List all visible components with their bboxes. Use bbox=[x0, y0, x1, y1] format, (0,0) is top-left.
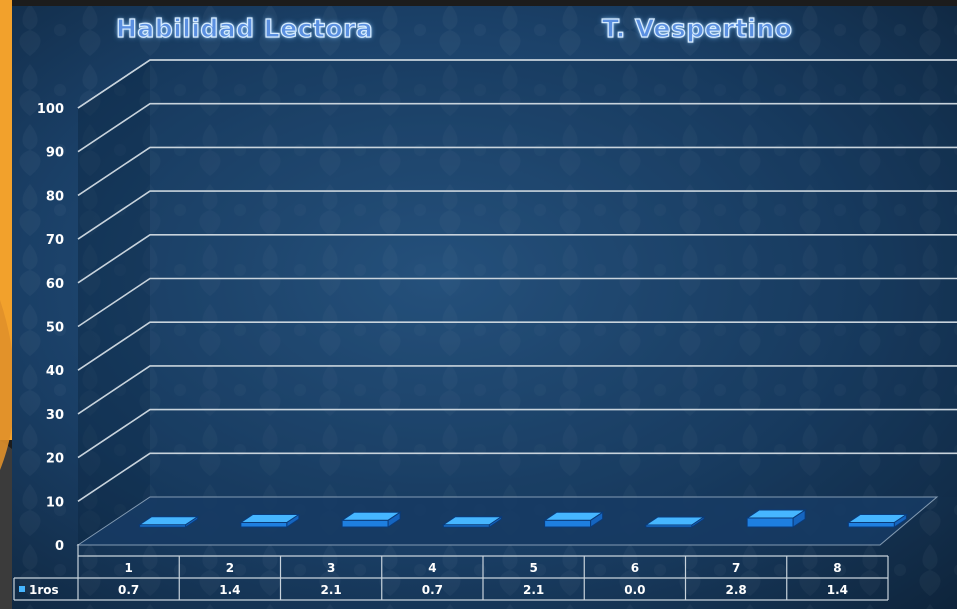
y-tick-label: 50 bbox=[46, 321, 64, 336]
gridline bbox=[77, 277, 957, 328]
bar bbox=[239, 513, 301, 528]
category-label: 6 bbox=[631, 561, 639, 575]
chart-title-right: T. Vespertino bbox=[601, 13, 793, 43]
category-label: 7 bbox=[732, 561, 740, 575]
chart-floor bbox=[76, 496, 939, 546]
bar bbox=[340, 511, 402, 528]
y-tick-label: 60 bbox=[46, 277, 64, 292]
y-tick-label: 20 bbox=[46, 452, 64, 467]
value-label: 2.1 bbox=[523, 583, 544, 597]
gridline bbox=[77, 190, 957, 240]
category-label: 2 bbox=[226, 561, 234, 575]
y-tick-label: 90 bbox=[46, 146, 64, 161]
y-tick-label: 30 bbox=[46, 408, 64, 423]
y-tick-label: 0 bbox=[55, 539, 64, 554]
category-label: 5 bbox=[529, 561, 537, 575]
category-label: 8 bbox=[833, 561, 841, 575]
y-tick-label: 70 bbox=[46, 233, 64, 248]
value-label: 1.4 bbox=[827, 583, 848, 597]
data-table: 1 2 3 4 5 6 7 8 1ros 0.7 1.4 2.1 0.7 2.1 0.0 2.8 1.4 bbox=[13, 544, 889, 601]
bar bbox=[644, 516, 706, 528]
legend-key bbox=[19, 586, 25, 592]
gridline bbox=[77, 59, 957, 109]
y-axis-ticks: 0 10 20 30 40 50 60 70 80 90 100 bbox=[37, 102, 64, 554]
gridline bbox=[77, 102, 957, 153]
category-label: 3 bbox=[327, 561, 335, 575]
bar bbox=[542, 511, 605, 528]
y-tick-label: 80 bbox=[46, 189, 64, 204]
bar bbox=[745, 509, 807, 528]
bar bbox=[137, 515, 200, 528]
chart-title-left: Habilidad Lectora bbox=[115, 13, 374, 43]
value-label: 0.7 bbox=[118, 583, 139, 597]
gridline bbox=[77, 146, 957, 197]
bar bbox=[441, 515, 504, 528]
gridline bbox=[77, 321, 957, 371]
y-tick-label: 100 bbox=[37, 102, 64, 117]
gridline bbox=[77, 234, 957, 284]
gridline bbox=[77, 408, 957, 459]
value-label: 0.7 bbox=[422, 583, 443, 597]
series-name: 1ros bbox=[29, 583, 59, 597]
category-label: 1 bbox=[124, 561, 132, 575]
bars bbox=[137, 509, 909, 528]
value-label: 0.0 bbox=[624, 583, 645, 597]
gridlines bbox=[76, 59, 957, 546]
y-tick-label: 40 bbox=[46, 364, 64, 379]
gridline bbox=[77, 452, 957, 502]
y-tick-label: 10 bbox=[46, 495, 64, 510]
category-label: 4 bbox=[428, 561, 436, 575]
value-label: 2.1 bbox=[320, 583, 341, 597]
bar bbox=[846, 513, 909, 528]
gridline bbox=[77, 365, 957, 415]
value-label: 2.8 bbox=[725, 583, 746, 597]
value-label: 1.4 bbox=[219, 583, 240, 597]
